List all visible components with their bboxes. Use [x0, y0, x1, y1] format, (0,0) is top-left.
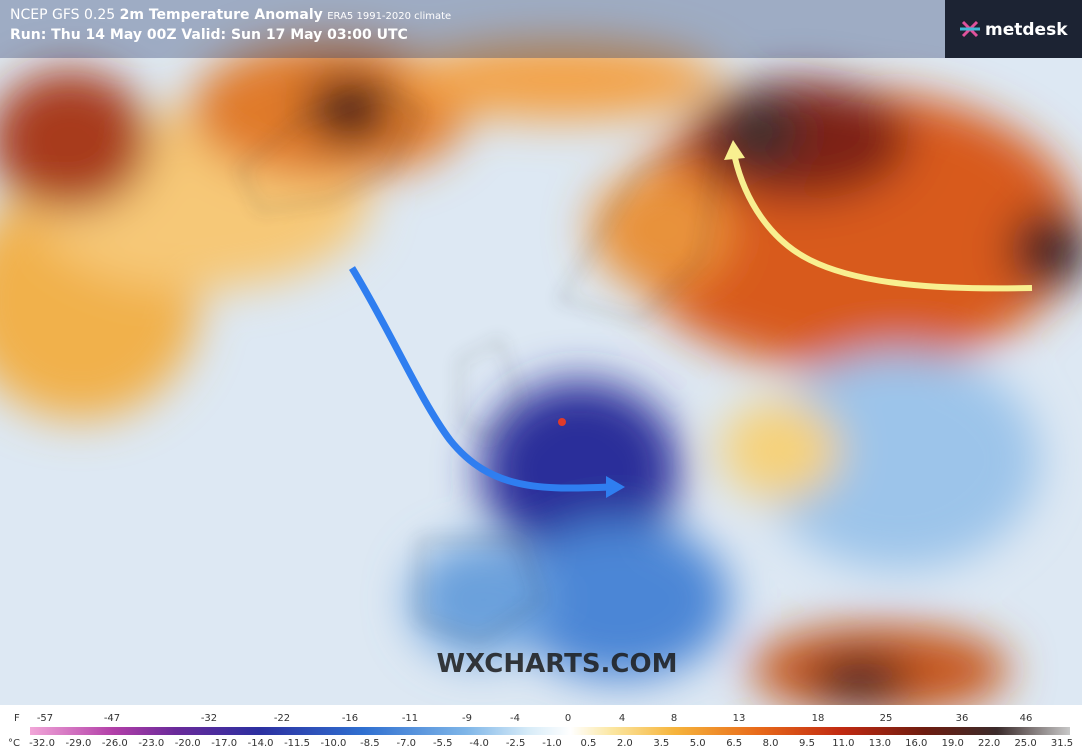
- c-label: 25.0: [1014, 738, 1036, 749]
- c-label: 13.0: [869, 738, 891, 749]
- c-label: -23.0: [138, 738, 164, 749]
- c-label: -10.0: [320, 738, 346, 749]
- colorbar: [30, 727, 1070, 735]
- c-label: 31.5: [1051, 738, 1073, 749]
- c-label: -1.0: [542, 738, 562, 749]
- f-label: 36: [956, 713, 969, 724]
- watermark: WXCHARTS.COM: [436, 649, 677, 679]
- f-label: -11: [402, 713, 418, 724]
- f-label: 13: [733, 713, 746, 724]
- cold-arrow-head: [606, 476, 625, 498]
- model-name: NCEP GFS 0.25: [10, 7, 115, 23]
- c-label: -26.0: [102, 738, 128, 749]
- coastlines: [238, 88, 722, 642]
- header-band: [0, 0, 1082, 58]
- warm-flow-arrow: [732, 157, 1033, 292]
- c-label: -20.0: [175, 738, 201, 749]
- c-label: -11.5: [284, 738, 310, 749]
- run-info: Run: Thu 14 May 00Z Valid: Sun 17 May 03…: [10, 27, 408, 43]
- c-label: -2.5: [506, 738, 526, 749]
- c-label: 3.5: [653, 738, 669, 749]
- c-label: -5.5: [433, 738, 453, 749]
- f-label: 18: [812, 713, 825, 724]
- f-label: 46: [1020, 713, 1033, 724]
- c-label: -14.0: [248, 738, 274, 749]
- variable-name: 2m Temperature Anomaly: [120, 7, 323, 23]
- f-label: -16: [342, 713, 358, 724]
- f-label: -9: [462, 713, 472, 724]
- f-label: 25: [880, 713, 893, 724]
- logo-icon: [960, 20, 980, 38]
- c-label: -7.0: [397, 738, 417, 749]
- c-label: 8.0: [763, 738, 779, 749]
- f-label: -47: [104, 713, 120, 724]
- c-label: -29.0: [65, 738, 91, 749]
- c-label: 16.0: [905, 738, 927, 749]
- f-label: 8: [671, 713, 677, 724]
- c-label: 19.0: [942, 738, 964, 749]
- c-label: -32.0: [29, 738, 55, 749]
- f-label: 0: [565, 713, 571, 724]
- location-dot: [558, 418, 566, 426]
- c-label: -8.5: [360, 738, 380, 749]
- f-label: -32: [201, 713, 217, 724]
- c-label: 2.0: [617, 738, 633, 749]
- c-label: 5.0: [690, 738, 706, 749]
- c-label: -17.0: [211, 738, 237, 749]
- c-label: 0.5: [580, 738, 596, 749]
- f-label: 4: [619, 713, 625, 724]
- logo-text: metdesk: [985, 20, 1068, 40]
- c-label: 9.5: [799, 738, 815, 749]
- f-label: -4: [510, 713, 520, 724]
- climate-note: ERA5 1991-2020 climate: [327, 11, 451, 22]
- c-unit: °C: [8, 738, 20, 749]
- warm-arrow-head: [724, 140, 745, 160]
- c-label: 11.0: [832, 738, 854, 749]
- header-title-line: NCEP GFS 0.25 2m Temperature Anomaly ERA…: [10, 7, 451, 23]
- f-label: -57: [37, 713, 53, 724]
- c-label: -4.0: [469, 738, 489, 749]
- cold-flow-arrow: [349, 266, 611, 492]
- f-unit: F: [14, 713, 20, 724]
- c-label: 22.0: [978, 738, 1000, 749]
- c-label: 6.5: [726, 738, 742, 749]
- f-label: -22: [274, 713, 290, 724]
